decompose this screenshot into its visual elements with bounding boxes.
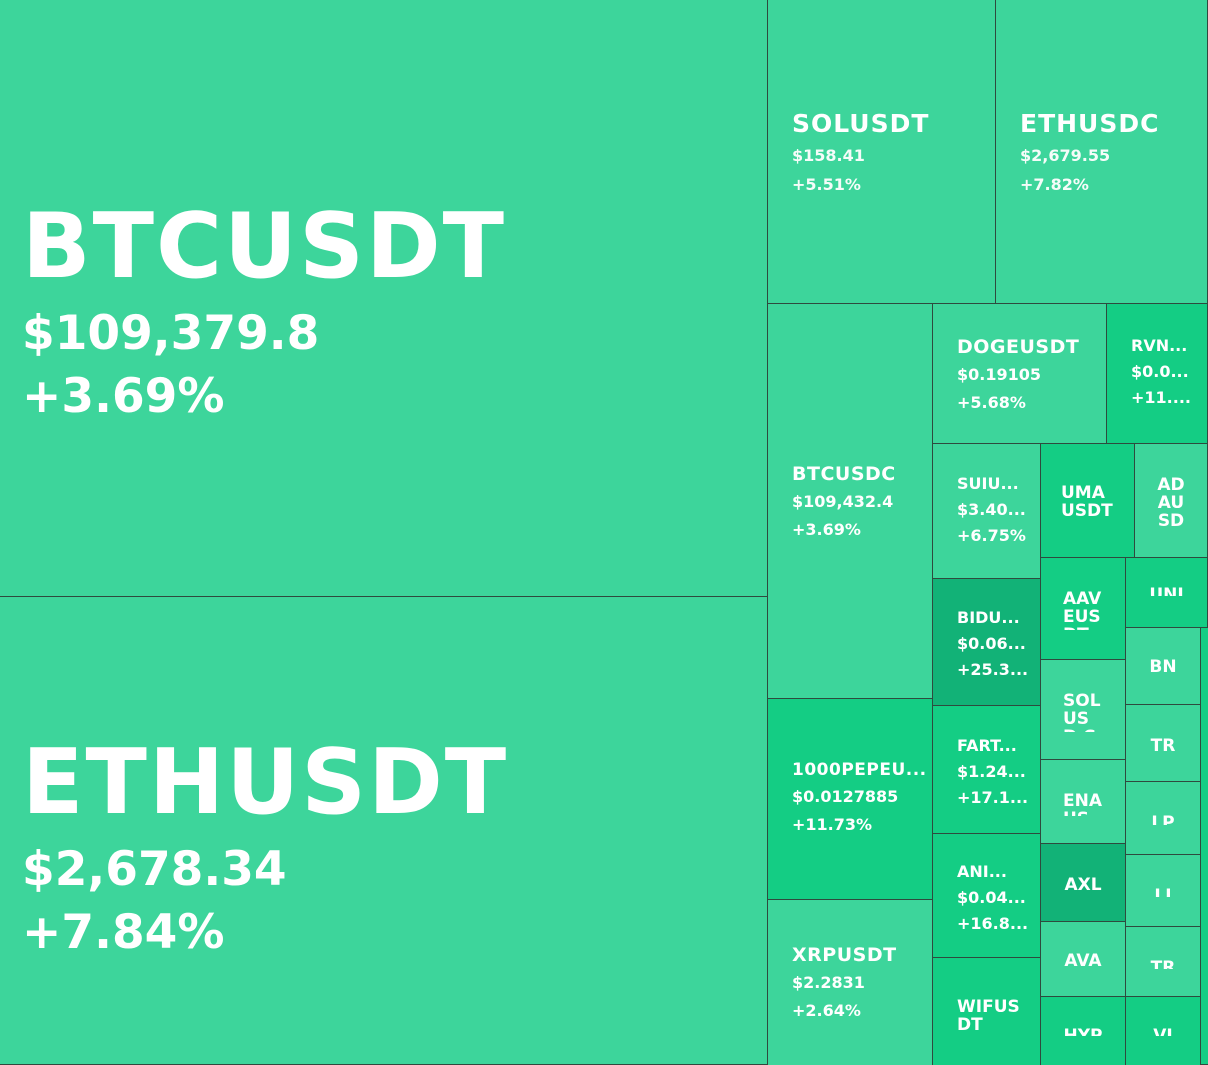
tile-ena[interactable]: ENA USD <box>1041 760 1126 844</box>
tile-symbol: DOGEUSDT <box>957 338 1080 357</box>
tile-change: +7.82% <box>1020 177 1089 193</box>
tile-symbol: AXL <box>1064 876 1102 894</box>
tile-symbol: ENA USD <box>1063 792 1102 816</box>
tile-dogeusdt[interactable]: DOGEUSDT $0.19105 +5.68% <box>933 304 1107 444</box>
tile-symbol: WIFUS DT <box>957 998 1020 1034</box>
tile-symbol: BIDU... <box>957 610 1020 626</box>
tile-li[interactable]: LI <box>1126 855 1201 927</box>
tile-price: $0.0127885 <box>792 789 899 805</box>
tile-umausdt[interactable]: UMA USDT <box>1041 444 1135 558</box>
tile-price: $0.0... <box>1131 364 1189 380</box>
tile-adausd[interactable]: AD AU SD <box>1135 444 1208 558</box>
tile-symbol: BN <box>1149 658 1177 676</box>
tile-change: +25.3... <box>957 662 1029 678</box>
tile-symbol: TR <box>1150 737 1176 755</box>
tile-price: $109,432.4 <box>792 494 894 510</box>
tile-change: +2.64% <box>792 1003 861 1019</box>
tile-vi[interactable]: VI <box>1126 997 1201 1065</box>
tile-bn[interactable]: BN <box>1126 628 1201 705</box>
tile-symbol: BTCUSDC <box>792 465 896 484</box>
tile-price: $1.24... <box>957 764 1026 780</box>
tile-change: +16.8... <box>957 916 1029 932</box>
tile-symbol: AD AU SD <box>1157 476 1185 530</box>
tile-change: +11.... <box>1131 390 1191 406</box>
tile-bidu[interactable]: BIDU... $0.06... +25.3... <box>933 579 1041 706</box>
tile-symbol: ANI... <box>957 864 1007 880</box>
tile-symbol: TR <box>1150 959 1176 969</box>
tile-price: $2.2831 <box>792 975 865 991</box>
tile-symbol: 1000PEPEU... <box>792 762 927 779</box>
tile-change: +17.1... <box>957 790 1029 806</box>
tile-symbol: AAV EUS DT <box>1063 590 1102 630</box>
tile-symbol: UMA USDT <box>1061 484 1113 520</box>
tile-symbol: VI <box>1126 1027 1200 1036</box>
tile-solusd[interactable]: SOL USD C <box>1041 660 1126 760</box>
tile-change: +7.84% <box>22 909 225 956</box>
tile-uni[interactable]: UNI <box>1126 558 1208 628</box>
tile-solusdt[interactable]: SOLUSDT $158.41 +5.51% <box>768 0 996 304</box>
tile-sliver-right[interactable] <box>1201 628 1208 1065</box>
tile-aaveusdt[interactable]: AAV EUS DT <box>1041 558 1126 660</box>
tile-wifusdt[interactable]: WIFUS DT <box>933 958 1041 1065</box>
tile-price: $0.19105 <box>957 367 1042 383</box>
tile-symbol: FART... <box>957 738 1017 754</box>
tile-change: +3.69% <box>22 373 225 420</box>
tile-price: $0.04... <box>957 890 1026 906</box>
tile-price: $109,379.8 <box>22 310 320 357</box>
tile-change: +3.69% <box>792 522 861 538</box>
tile-symbol: BTCUSDT <box>22 202 507 292</box>
tile-change: +5.68% <box>957 395 1026 411</box>
tile-symbol: LI <box>1154 887 1172 897</box>
tile-symbol: AVA <box>1064 952 1102 967</box>
tile-ani[interactable]: ANI... $0.04... +16.8... <box>933 834 1041 958</box>
tile-tr[interactable]: TR <box>1126 705 1201 782</box>
tile-symbol: UNI <box>1149 586 1184 596</box>
tile-symbol: ETHUSDT <box>22 738 509 828</box>
tile-price: $0.06... <box>957 636 1026 652</box>
tile-ethusdt[interactable]: ETHUSDT $2,678.34 +7.84% <box>0 597 768 1065</box>
tile-xrpusdt[interactable]: XRPUSDT $2.2831 +2.64% <box>768 900 933 1065</box>
tile-symbol: LP <box>1151 814 1175 825</box>
tile-ava[interactable]: AVA <box>1041 922 1126 997</box>
tile-1000pepe[interactable]: 1000PEPEU... $0.0127885 +11.73% <box>768 699 933 900</box>
tile-price: $3.40... <box>957 502 1026 518</box>
tile-symbol: HYP <box>1041 1027 1125 1036</box>
tile-change: +5.51% <box>792 177 861 193</box>
tile-symbol: XRPUSDT <box>792 946 897 965</box>
tile-hyp[interactable]: HYP <box>1041 997 1126 1065</box>
tile-axl[interactable]: AXL <box>1041 844 1126 922</box>
tile-fart[interactable]: FART... $1.24... +17.1... <box>933 706 1041 834</box>
tile-btcusdt[interactable]: BTCUSDT $109,379.8 +3.69% <box>0 0 768 597</box>
tile-rvn[interactable]: RVN... $0.0... +11.... <box>1107 304 1208 444</box>
tile-lp[interactable]: LP <box>1126 782 1201 855</box>
tile-ethusdc[interactable]: ETHUSDC $2,679.55 +7.82% <box>996 0 1208 304</box>
tile-change: +6.75% <box>957 528 1026 544</box>
tile-symbol: SOL USD C <box>1063 692 1101 732</box>
tile-symbol: SOLUSDT <box>792 111 930 136</box>
tile-change: +11.73% <box>792 817 873 833</box>
tile-symbol: ETHUSDC <box>1020 111 1160 136</box>
tile-price: $2,678.34 <box>22 846 287 893</box>
tile-symbol: SUIU... <box>957 476 1019 492</box>
tile-btcusdc[interactable]: BTCUSDC $109,432.4 +3.69% <box>768 304 933 699</box>
tile-tr-2[interactable]: TR <box>1126 927 1201 997</box>
tile-price: $2,679.55 <box>1020 148 1111 164</box>
tile-suiu[interactable]: SUIU... $3.40... +6.75% <box>933 444 1041 579</box>
tile-price: $158.41 <box>792 148 865 164</box>
tile-symbol: RVN... <box>1131 338 1188 354</box>
